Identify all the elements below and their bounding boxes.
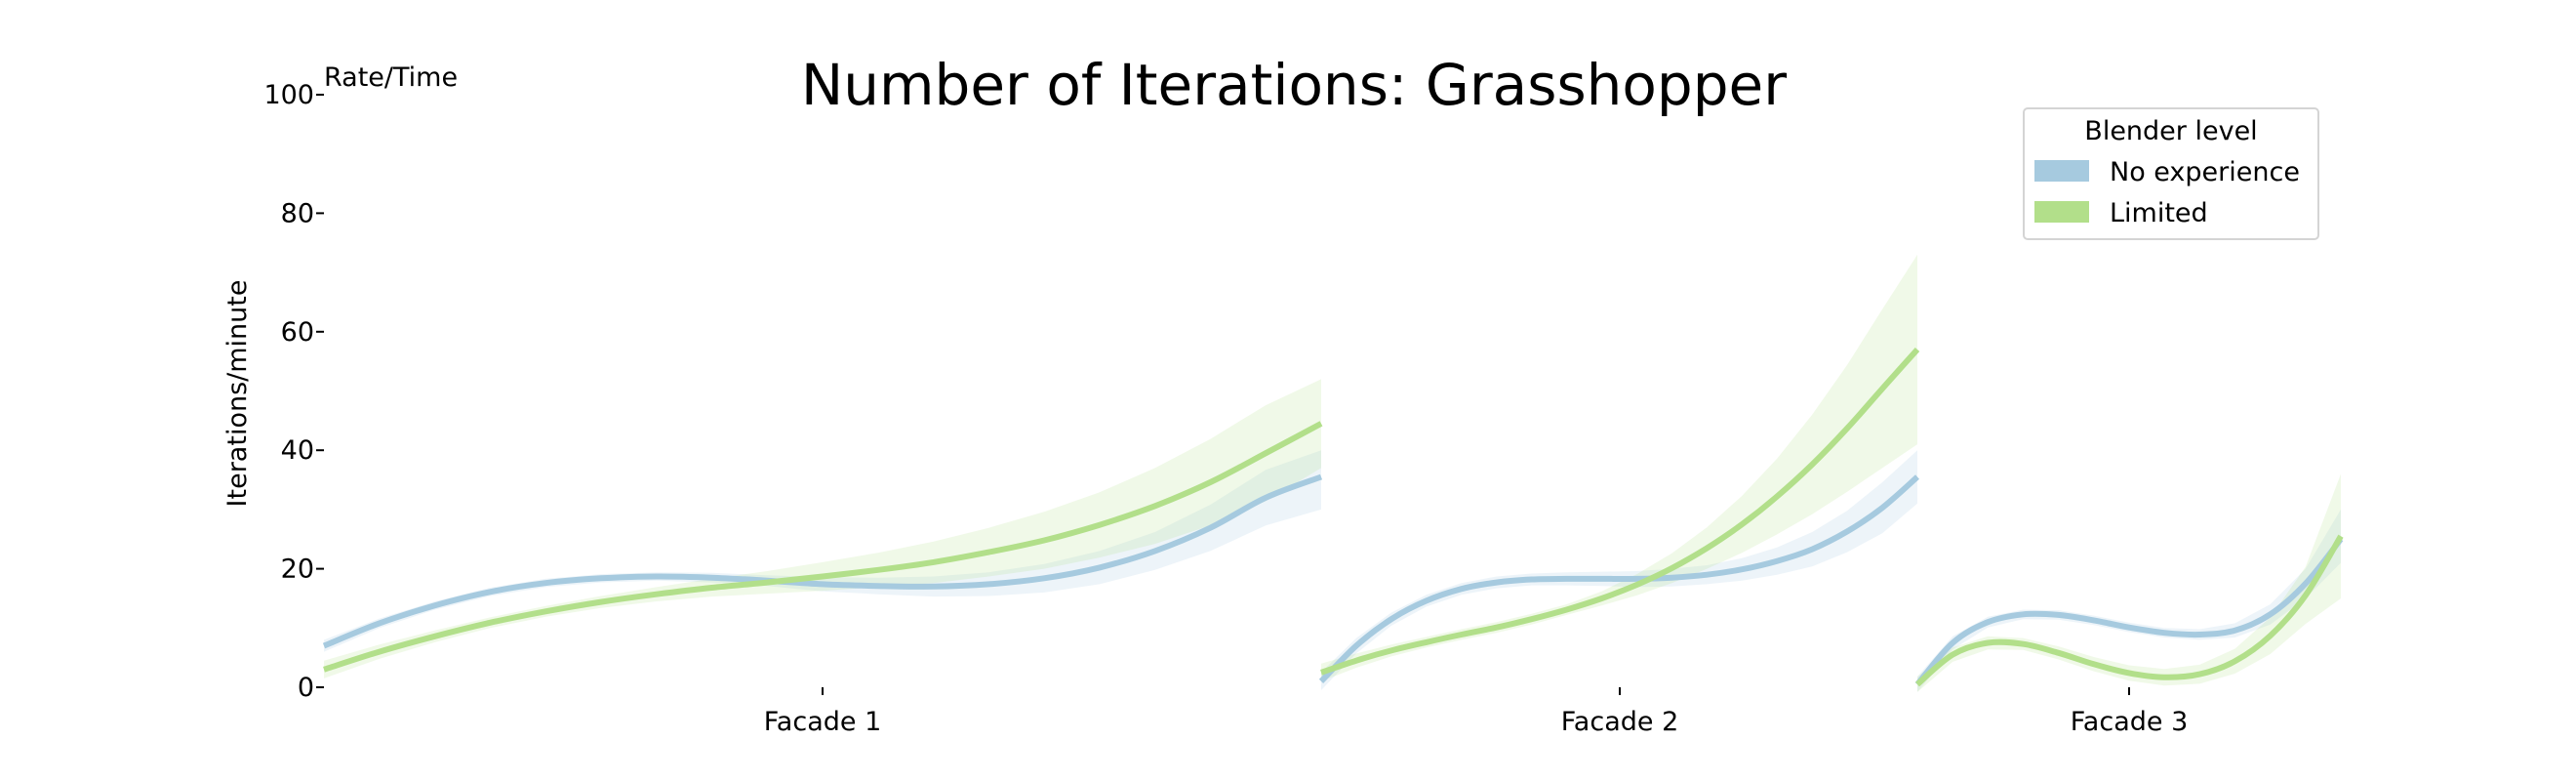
panel-facade-3: Facade 3 <box>1914 473 2344 737</box>
series-line-no-experience <box>1914 537 2344 686</box>
legend: Blender level No experience Limited <box>2023 107 2319 240</box>
panel-facade-1: Facade 1 <box>322 379 1323 737</box>
chart-title: Number of Iterations: Grasshopper <box>801 52 1787 118</box>
legend-title: Blender level <box>2084 116 2257 146</box>
y-tick-label: 40 <box>281 435 314 466</box>
y-tick-label: 0 <box>298 673 314 703</box>
series-line-no-experience <box>1318 474 1919 684</box>
y-axis-label: Iterations/minute <box>222 280 253 508</box>
legend-swatch-limited <box>2034 201 2089 223</box>
legend-label-no-experience: No experience <box>2110 157 2300 187</box>
y-tick-label: 100 <box>263 80 314 110</box>
legend-swatch-no-experience <box>2034 160 2089 182</box>
ci-band-limited <box>1321 254 1917 681</box>
panels: Facade 1 Facade 2 Facade 3 <box>322 254 2344 737</box>
series-line-limited <box>323 421 1323 673</box>
corner-label: Rate/Time <box>324 62 458 93</box>
legend-frame <box>2023 107 2319 240</box>
x-tick-label: Facade 2 <box>1561 707 1679 737</box>
panel-facade-2: Facade 2 <box>1318 254 1920 737</box>
x-tick-label: Facade 3 <box>2071 707 2189 737</box>
series-line-no-experience <box>322 473 1323 649</box>
series-line-limited <box>1320 347 1920 676</box>
series-line-limited <box>1915 534 2344 687</box>
ci-band-limited <box>324 379 1321 678</box>
x-tick-label: Facade 1 <box>764 707 882 737</box>
y-tick-label: 20 <box>281 555 314 585</box>
legend-label-limited: Limited <box>2110 198 2208 228</box>
y-tick-label: 60 <box>281 317 314 348</box>
y-axis: 0 20 40 60 80 100 <box>263 80 324 703</box>
y-tick-label: 80 <box>281 198 314 228</box>
ci-band-limited <box>1917 473 2341 692</box>
ci-band-no-experience <box>1917 509 2341 692</box>
ci-band-no-experience <box>324 450 1321 652</box>
